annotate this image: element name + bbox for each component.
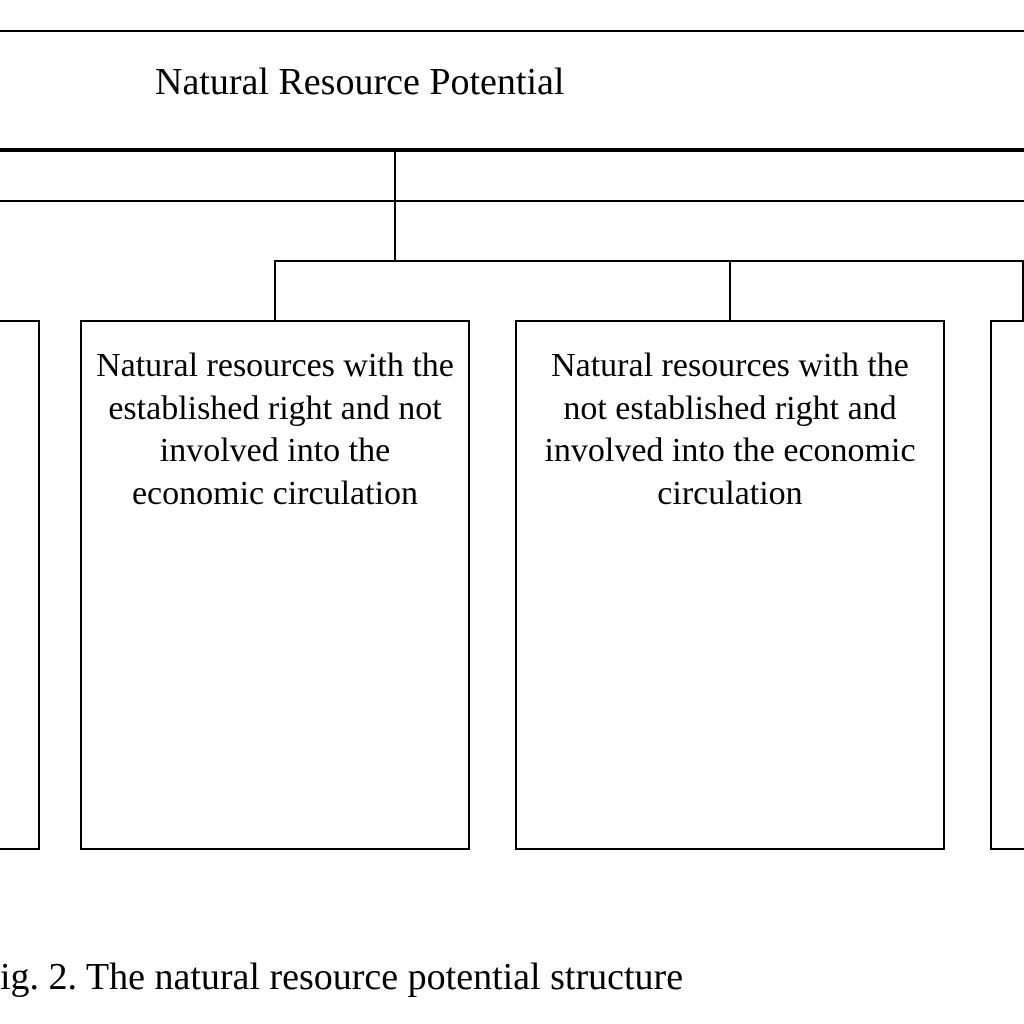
node-established-not-involved-label: Natural resources with the established r…	[95, 345, 455, 515]
figure-caption: ig. 2. The natural resource potential st…	[0, 955, 683, 999]
node-right-partial	[990, 320, 1024, 850]
node-left-partial	[0, 320, 40, 850]
mid-drop-line	[394, 200, 396, 260]
stem-node-1	[274, 260, 276, 320]
root-drop-line	[394, 150, 396, 200]
strip-line-top	[0, 150, 1024, 152]
node-not-established-involved-label: Natural resources with the not establish…	[540, 345, 920, 515]
strip-line-bottom	[0, 200, 1024, 202]
bus-line	[275, 260, 1024, 262]
stem-node-2	[729, 260, 731, 320]
root-title: Natural Resource Potential	[155, 60, 564, 104]
